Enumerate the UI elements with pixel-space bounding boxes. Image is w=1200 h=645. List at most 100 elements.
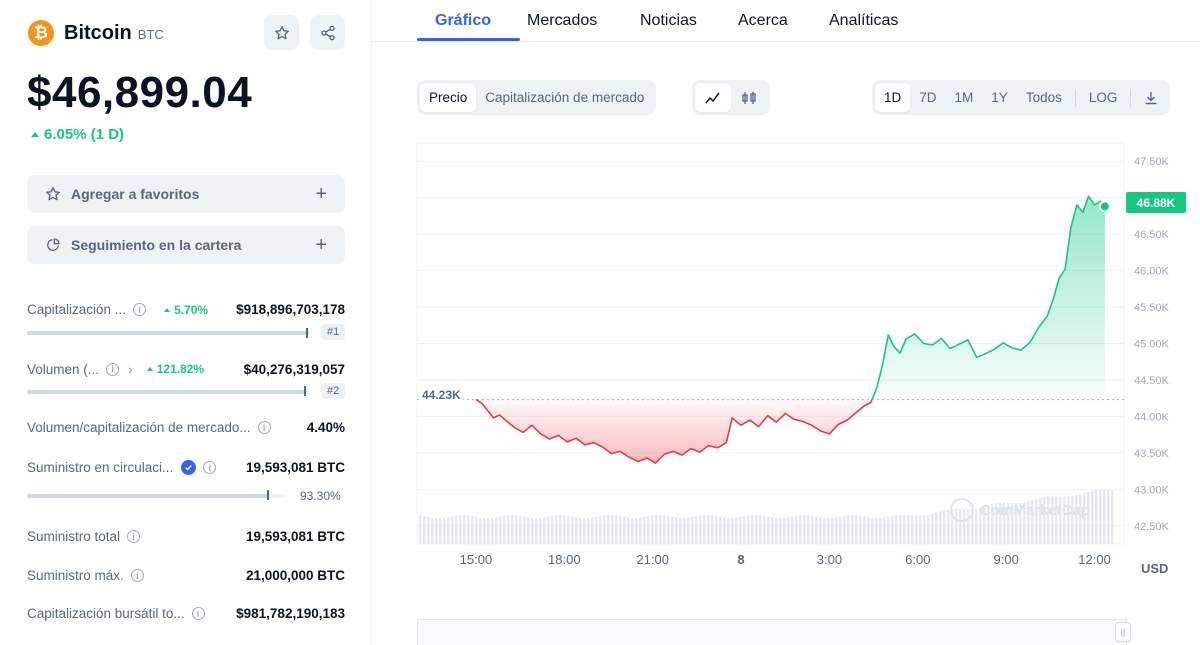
volume-bar	[523, 516, 526, 544]
volume-bar	[495, 517, 498, 544]
volume-bar	[439, 517, 442, 544]
tab-about[interactable]: Acerca	[738, 12, 788, 29]
volume-bar	[471, 515, 474, 544]
volume-bar	[519, 515, 522, 544]
volume-bar	[787, 517, 790, 544]
download-icon	[1145, 91, 1157, 104]
y-tick-label: 45.00K	[1134, 339, 1170, 351]
volume-bar	[967, 509, 970, 544]
volume-bar	[455, 515, 458, 544]
coinmarketcap-watermark: CoinMarketCap	[950, 498, 1090, 522]
up-arrow-icon	[31, 132, 39, 137]
volume-bar	[615, 515, 618, 544]
y-tick-label: 43.50K	[1134, 448, 1170, 460]
market-cap-toggle[interactable]: Capitalización de mercado	[485, 90, 645, 105]
volume-bar	[611, 515, 614, 544]
volume-bar	[851, 515, 854, 544]
volume-bar	[887, 516, 890, 544]
range-navigator[interactable]	[417, 619, 1127, 645]
volume-bar	[987, 505, 990, 544]
coin-name: Bitcoin	[64, 21, 132, 44]
volume-bar	[991, 504, 994, 544]
line-above-open	[871, 195, 1106, 400]
candlestick-button[interactable]	[731, 83, 767, 112]
volume-bar	[1031, 500, 1034, 544]
range-all[interactable]: Todos	[1025, 90, 1062, 105]
volume-bar	[975, 508, 978, 544]
volume-bar	[771, 517, 774, 544]
tab-analytics[interactable]: Analíticas	[829, 12, 899, 29]
volume-bar	[419, 515, 422, 544]
volume-bar	[555, 515, 558, 544]
volume-bar	[1071, 496, 1074, 544]
range-7d[interactable]: 7D	[919, 90, 937, 105]
line-below-open	[475, 398, 873, 464]
volume-bar	[807, 515, 810, 544]
volume-bar	[451, 516, 454, 544]
price-toggle[interactable]: Precio	[420, 83, 477, 112]
volume-bar	[627, 517, 630, 544]
stat-value: $981,782,190,183	[236, 606, 345, 621]
volume-bar	[1075, 495, 1078, 544]
volume-bar	[735, 517, 738, 544]
tab-news[interactable]: Noticias	[640, 12, 697, 29]
volume-bar	[927, 514, 930, 544]
info-icon[interactable]: i	[127, 530, 141, 543]
line-chart-button[interactable]	[695, 83, 731, 112]
x-tick-label: 12:00	[1078, 552, 1111, 567]
volume-bar	[863, 516, 866, 544]
volume-bar	[691, 516, 694, 544]
x-tick-label: 3:00	[817, 552, 842, 567]
info-icon[interactable]: i	[191, 607, 205, 620]
navigator-handle[interactable]: ||	[1115, 622, 1131, 642]
star-button[interactable]	[264, 15, 299, 50]
volume-bar	[1067, 496, 1070, 544]
volume-bar	[603, 515, 606, 544]
volume-bar	[575, 517, 578, 544]
chevron-right-icon[interactable]: ›	[128, 361, 133, 377]
info-icon[interactable]: i	[106, 362, 120, 376]
price-line	[475, 195, 1106, 464]
stat-label: Capitalización ...	[27, 302, 127, 317]
tab-chart[interactable]: Gráfico	[435, 12, 492, 29]
stat-value: 4.40%	[306, 420, 345, 435]
range-toggle: 1D 7D 1M 1Y Todos LOG	[872, 80, 1171, 115]
range-1d[interactable]: 1D	[875, 83, 911, 112]
volume-bar	[751, 515, 754, 544]
line-chart-icon	[705, 92, 720, 103]
last-price-label: 46.88K	[1126, 192, 1186, 213]
tab-markets[interactable]: Mercados	[527, 12, 598, 29]
info-icon[interactable]: i	[130, 569, 144, 582]
y-tick-label: 45.50K	[1134, 302, 1170, 314]
add-to-favorites-button[interactable]: Agregar a favoritos +	[27, 175, 345, 213]
volume-bar	[475, 516, 478, 544]
download-button[interactable]	[1135, 83, 1167, 112]
volume-bar	[1079, 494, 1082, 544]
stat-label: Suministro total	[27, 529, 121, 544]
volume-bar	[643, 516, 646, 544]
y-tick-label: 47.50K	[1134, 156, 1170, 168]
volume-bar	[547, 516, 550, 544]
open-price-label: 44.23K	[420, 388, 463, 402]
track-portfolio-button[interactable]: Seguimiento en la cartera +	[27, 226, 345, 264]
info-icon[interactable]: i	[133, 303, 147, 316]
stat-label: Suministro en circulaci...	[27, 460, 174, 475]
log-scale-button[interactable]: LOG	[1088, 90, 1118, 105]
volume-bar	[623, 517, 626, 544]
volume-bar	[835, 517, 838, 544]
info-icon[interactable]: i	[203, 461, 217, 474]
info-icon[interactable]: i	[257, 421, 271, 434]
share-button[interactable]	[310, 15, 345, 50]
last-price-dot	[1098, 200, 1111, 213]
range-1m[interactable]: 1M	[954, 90, 974, 105]
stat-total-supply: Suministro total i 19,593,081 BTC	[27, 529, 345, 544]
volume-bar	[491, 517, 494, 544]
volume-bar	[503, 515, 506, 544]
bitcoin-logo-icon: ₿	[28, 20, 54, 46]
coin-price: $46,899.04	[27, 68, 253, 117]
volume-bar	[559, 515, 562, 544]
volume-bar	[823, 517, 826, 544]
range-1y[interactable]: 1Y	[991, 90, 1008, 105]
volume-bar	[1087, 491, 1090, 544]
